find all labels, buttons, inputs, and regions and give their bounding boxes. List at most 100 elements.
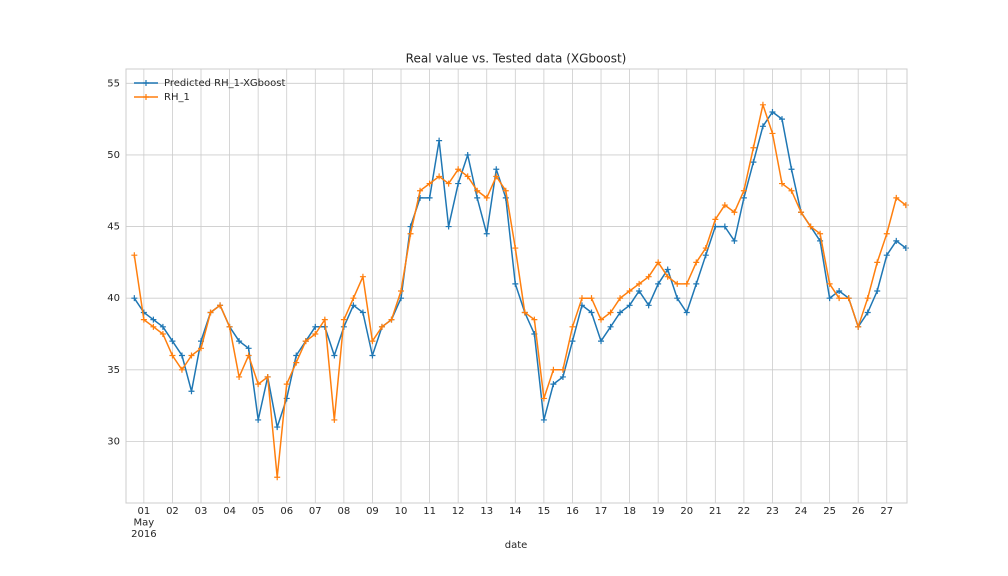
x-tick-label: 10 <box>395 506 408 517</box>
point-marker <box>474 187 481 194</box>
point-marker <box>226 323 233 330</box>
point-marker <box>750 159 757 166</box>
point-marker <box>321 316 328 323</box>
point-marker <box>902 202 909 209</box>
x-tick-label: 14 <box>509 506 522 517</box>
x-tick-label: 07 <box>309 506 322 517</box>
point-marker <box>369 338 376 345</box>
x-axis-label: date <box>505 540 528 551</box>
point-marker <box>731 209 738 216</box>
x-tick-label: 06 <box>280 506 293 517</box>
point-marker <box>264 373 271 380</box>
legend-label: Predicted RH_1-XGboost <box>164 78 285 89</box>
point-marker <box>845 295 852 302</box>
point-marker <box>464 151 471 158</box>
point-marker <box>693 259 700 266</box>
point-marker <box>426 180 433 187</box>
point-marker <box>131 252 138 259</box>
point-marker <box>436 173 443 180</box>
point-marker <box>302 338 309 345</box>
point-marker <box>826 280 833 287</box>
point-marker <box>483 194 490 201</box>
point-marker <box>855 323 862 330</box>
point-marker <box>131 295 138 302</box>
point-marker <box>788 187 795 194</box>
point-marker <box>217 302 224 309</box>
point-marker <box>893 194 900 201</box>
series-line <box>133 101 907 478</box>
point-marker <box>188 388 195 395</box>
point-marker <box>159 330 166 337</box>
point-marker <box>607 309 614 316</box>
x-tick-label: 19 <box>652 506 665 517</box>
point-marker <box>874 259 881 266</box>
series-line <box>133 110 907 431</box>
point-marker <box>826 295 833 302</box>
point-marker <box>617 309 624 316</box>
point-marker <box>502 194 509 201</box>
point-marker <box>436 137 443 144</box>
point-marker <box>750 144 757 151</box>
x-tick-label: 02 <box>166 506 179 517</box>
point-marker <box>521 309 528 316</box>
point-marker <box>559 366 566 373</box>
point-marker <box>598 316 605 323</box>
point-marker <box>293 359 300 366</box>
point-marker <box>893 237 900 244</box>
point-marker <box>150 316 157 323</box>
point-marker <box>150 323 157 330</box>
point-marker <box>359 309 366 316</box>
x-tick-label: 12 <box>452 506 465 517</box>
point-marker <box>778 116 785 123</box>
point-marker <box>178 366 185 373</box>
point-marker <box>140 316 147 323</box>
y-tick-label: 50 <box>107 150 120 161</box>
x-tick-label: 25 <box>823 506 836 517</box>
point-marker <box>569 323 576 330</box>
point-marker <box>540 416 547 423</box>
point-marker <box>721 202 728 209</box>
point-marker <box>569 338 576 345</box>
point-marker <box>312 330 319 337</box>
point-marker <box>417 187 424 194</box>
x-tick-label: 22 <box>738 506 751 517</box>
x-tick-label: 11 <box>423 506 436 517</box>
point-marker <box>702 245 709 252</box>
point-marker <box>512 280 519 287</box>
point-marker <box>740 187 747 194</box>
point-marker <box>655 280 662 287</box>
point-marker <box>407 230 414 237</box>
point-marker <box>350 302 357 309</box>
point-marker <box>445 223 452 230</box>
x-tick-label: 05 <box>252 506 265 517</box>
point-marker <box>626 288 633 295</box>
point-marker <box>683 309 690 316</box>
point-marker <box>883 230 890 237</box>
point-marker <box>645 273 652 280</box>
point-marker <box>340 316 347 323</box>
point-marker <box>798 209 805 216</box>
point-marker <box>598 338 605 345</box>
legend-marker <box>143 94 149 100</box>
legend-label: RH_1 <box>164 92 190 103</box>
point-marker <box>312 323 319 330</box>
point-marker <box>178 352 185 359</box>
point-marker <box>674 280 681 287</box>
point-marker <box>674 295 681 302</box>
point-marker <box>664 273 671 280</box>
y-tick-label: 45 <box>107 222 120 233</box>
point-marker <box>731 237 738 244</box>
legend-marker <box>143 80 149 86</box>
point-marker <box>759 101 766 108</box>
point-marker <box>398 288 405 295</box>
point-marker <box>198 345 205 352</box>
point-marker <box>455 166 462 173</box>
point-marker <box>655 259 662 266</box>
point-marker <box>617 295 624 302</box>
x-tick-label: 01 May 2016 <box>131 506 156 540</box>
point-marker <box>388 316 395 323</box>
point-marker <box>464 173 471 180</box>
point-marker <box>788 166 795 173</box>
point-marker <box>645 302 652 309</box>
